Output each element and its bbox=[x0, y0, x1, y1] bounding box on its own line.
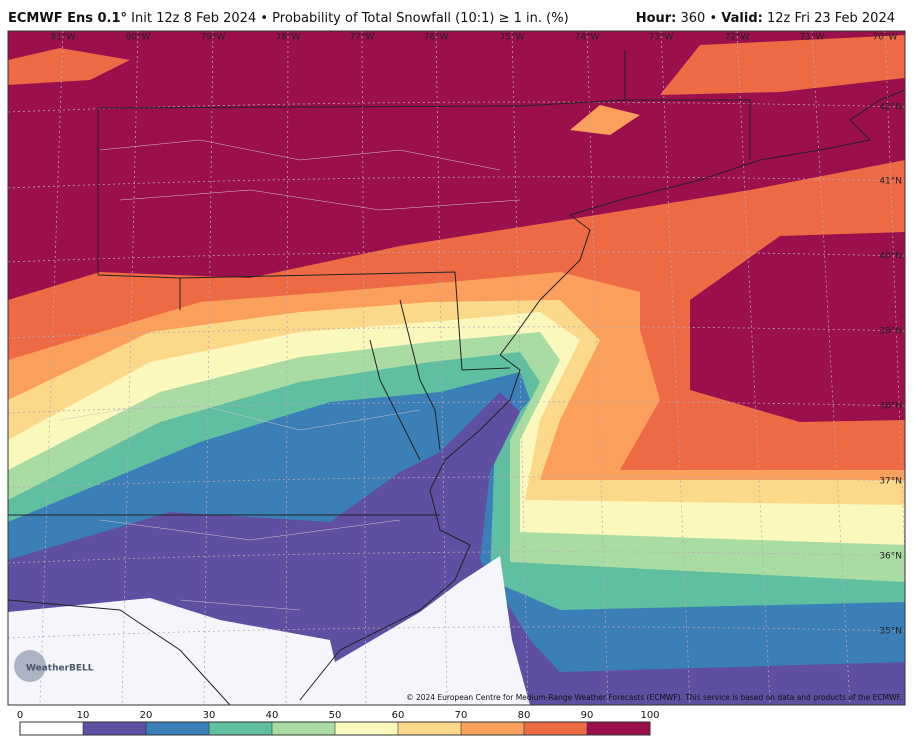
borders bbox=[8, 50, 905, 705]
longitude-label: 74°W bbox=[575, 33, 600, 43]
colorbar-segment bbox=[20, 722, 83, 735]
colorbar-segment bbox=[209, 722, 272, 735]
hour: 360 • bbox=[681, 11, 718, 26]
latitude-label: 38°N bbox=[879, 402, 902, 412]
colorbar-tick-label: 40 bbox=[266, 710, 279, 721]
logo-text: WeatherBELL bbox=[26, 664, 94, 674]
colorbar-tick-label: 20 bbox=[140, 710, 153, 721]
colorbar-segment bbox=[83, 722, 146, 735]
logo-globe bbox=[14, 650, 46, 682]
colorbar-tick-label: 100 bbox=[640, 710, 659, 721]
longitude-label: 76°W bbox=[424, 33, 449, 43]
colorbar-tick-label: 0 bbox=[17, 710, 23, 721]
colorbar-segment bbox=[146, 722, 209, 735]
description: Init 12z 8 Feb 2024 • Probability of Tot… bbox=[131, 11, 568, 26]
longitude-label: 75°W bbox=[500, 33, 525, 43]
colorbar-segment bbox=[461, 722, 524, 735]
colorbar-tick-label: 80 bbox=[518, 710, 531, 721]
valid-label: Valid: bbox=[721, 11, 763, 26]
hour-label: Hour: bbox=[636, 11, 677, 26]
colorbar-tick-label: 30 bbox=[203, 710, 216, 721]
longitude-label: 73°W bbox=[649, 33, 674, 43]
colorbar-segment bbox=[524, 722, 587, 735]
colorbar-tick-label: 10 bbox=[77, 710, 90, 721]
field-0 bbox=[8, 556, 530, 705]
colorbar-tick-label: 70 bbox=[455, 710, 468, 721]
colorbar-segment bbox=[587, 722, 650, 735]
header-right: Hour: 360 • Valid: 12z Fri 23 Feb 2024 bbox=[636, 11, 895, 26]
header-left: ECMWF Ens 0.1° Init 12z 8 Feb 2024 • Pro… bbox=[8, 11, 569, 26]
logo: WeatherBELL bbox=[14, 650, 94, 682]
longitude-label: 70°W bbox=[873, 33, 898, 43]
colorbar-tick-label: 90 bbox=[581, 710, 594, 721]
graticule-labels: 81°W 80°W 79°W 78°W 77°W 76°W 75°W 74°W 73°W 72°W… bbox=[51, 33, 902, 637]
colorbar-tick-label: 50 bbox=[329, 710, 342, 721]
field-90-ocean bbox=[690, 232, 905, 422]
longitude-label: 79°W bbox=[201, 33, 226, 43]
model-name: ECMWF Ens 0.1° bbox=[8, 11, 127, 26]
copyright: © 2024 European Centre for Medium-Range … bbox=[406, 693, 902, 702]
latitude-label: 40°N bbox=[879, 252, 902, 262]
latitude-label: 39°N bbox=[879, 327, 902, 337]
colorbar-segment bbox=[335, 722, 398, 735]
longitude-label: 77°W bbox=[350, 33, 375, 43]
longitude-label: 72°W bbox=[725, 33, 750, 43]
latitude-label: 36°N bbox=[879, 552, 902, 562]
latitude-label: 37°N bbox=[879, 477, 902, 487]
latitude-label: 41°N bbox=[879, 177, 902, 187]
map-frame bbox=[7, 30, 906, 706]
colorbar-segment bbox=[272, 722, 335, 735]
latitude-label: 42°N bbox=[879, 103, 902, 113]
county-lines bbox=[59, 139, 521, 611]
valid: 12z Fri 23 Feb 2024 bbox=[767, 11, 895, 26]
latitude-label: 35°N bbox=[879, 627, 902, 637]
graticule bbox=[8, 31, 905, 705]
longitude-label: 80°W bbox=[126, 33, 151, 43]
colorbar-tick-label: 60 bbox=[392, 710, 405, 721]
colorbar-segment bbox=[398, 722, 461, 735]
longitude-label: 78°W bbox=[276, 33, 301, 43]
longitude-label: 71°W bbox=[800, 33, 825, 43]
map bbox=[8, 31, 905, 705]
colorbar: 0 10 20 30 40 50 60 70 80 90 100 bbox=[17, 710, 660, 736]
longitude-label: 81°W bbox=[51, 33, 76, 43]
